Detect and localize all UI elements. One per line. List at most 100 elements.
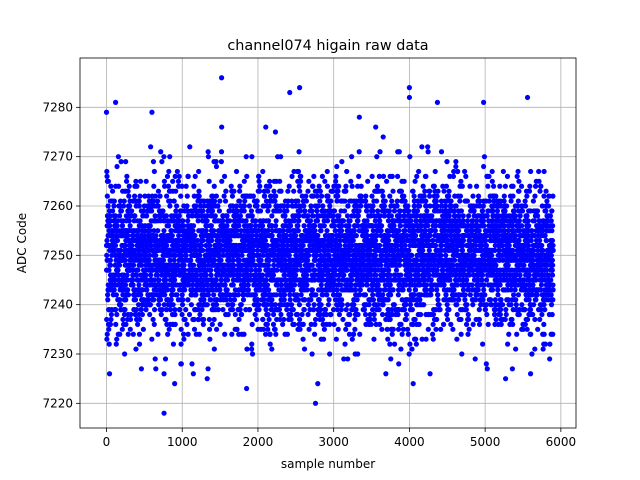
data-point [131, 193, 138, 199]
data-point [146, 257, 152, 263]
data-point [163, 316, 169, 323]
data-point [110, 208, 116, 214]
data-point [166, 168, 172, 175]
data-point [155, 228, 161, 234]
data-point [116, 183, 122, 189]
data-point [385, 297, 391, 303]
data-point [312, 228, 318, 234]
data-point [362, 311, 369, 318]
data-point [220, 218, 226, 224]
data-point [322, 178, 328, 184]
data-point [149, 336, 155, 342]
data-point [123, 321, 129, 327]
data-point [460, 237, 466, 244]
data-point [113, 292, 120, 298]
data-point [171, 218, 177, 224]
data-point [369, 193, 375, 199]
data-point [278, 311, 284, 318]
data-point [399, 331, 405, 337]
data-point [170, 178, 176, 184]
data-point [334, 287, 340, 293]
data-point [278, 282, 284, 288]
data-point [430, 311, 437, 318]
data-point [420, 247, 426, 253]
data-point [111, 203, 117, 209]
data-point [451, 257, 458, 263]
data-point [453, 163, 459, 170]
data-point [183, 252, 189, 258]
data-point [225, 311, 231, 318]
data-point [339, 159, 345, 165]
data-point [108, 183, 114, 189]
data-point [107, 223, 113, 229]
data-point [417, 297, 423, 303]
data-point [178, 252, 185, 258]
data-point [230, 257, 236, 263]
data-point [254, 297, 261, 303]
data-point [204, 213, 210, 219]
data-point [429, 287, 435, 293]
data-point [107, 213, 113, 219]
data-point [321, 326, 327, 332]
data-point [441, 188, 447, 194]
data-point [126, 183, 132, 189]
data-point [301, 346, 308, 352]
data-point [159, 159, 165, 165]
data-point [343, 326, 349, 332]
data-point [463, 307, 469, 313]
data-point [191, 326, 198, 332]
data-point [467, 183, 473, 189]
data-point [407, 302, 414, 308]
data-point [151, 228, 157, 234]
data-point [447, 277, 453, 283]
data-point [462, 292, 468, 298]
data-point [171, 277, 178, 283]
data-point [183, 183, 189, 189]
data-point [363, 228, 370, 234]
data-point [207, 336, 213, 342]
data-point [133, 272, 140, 278]
data-point [294, 267, 300, 273]
data-point [249, 346, 255, 352]
data-point [345, 356, 351, 362]
data-point [122, 307, 128, 313]
data-point [211, 183, 217, 189]
data-point [196, 331, 202, 337]
data-point [390, 188, 396, 194]
data-point [339, 223, 345, 229]
data-point [128, 311, 134, 318]
data-point [105, 292, 111, 298]
data-point [294, 311, 301, 318]
data-point [224, 277, 231, 283]
data-point [326, 297, 332, 303]
data-point [406, 247, 412, 253]
data-point [150, 316, 156, 323]
data-point [434, 316, 440, 323]
data-point [176, 287, 183, 293]
data-point [272, 223, 279, 229]
data-point [386, 267, 392, 273]
data-point [365, 178, 371, 184]
data-point [271, 262, 277, 268]
data-point [476, 321, 483, 327]
data-point [182, 287, 188, 293]
data-point [265, 188, 271, 194]
data-point [172, 307, 178, 313]
data-point [209, 237, 215, 244]
data-point [411, 193, 417, 199]
data-point [185, 218, 191, 224]
data-point [194, 272, 200, 278]
data-point [311, 223, 318, 229]
data-point [291, 321, 297, 327]
data-point [312, 267, 318, 273]
data-point [353, 233, 359, 239]
data-point [265, 311, 271, 318]
data-point [425, 144, 431, 150]
data-point [304, 272, 310, 278]
data-point [297, 316, 303, 323]
data-point [137, 193, 143, 199]
data-point [295, 168, 302, 175]
data-point [160, 208, 166, 214]
data-point [361, 307, 368, 313]
data-point [173, 272, 179, 278]
